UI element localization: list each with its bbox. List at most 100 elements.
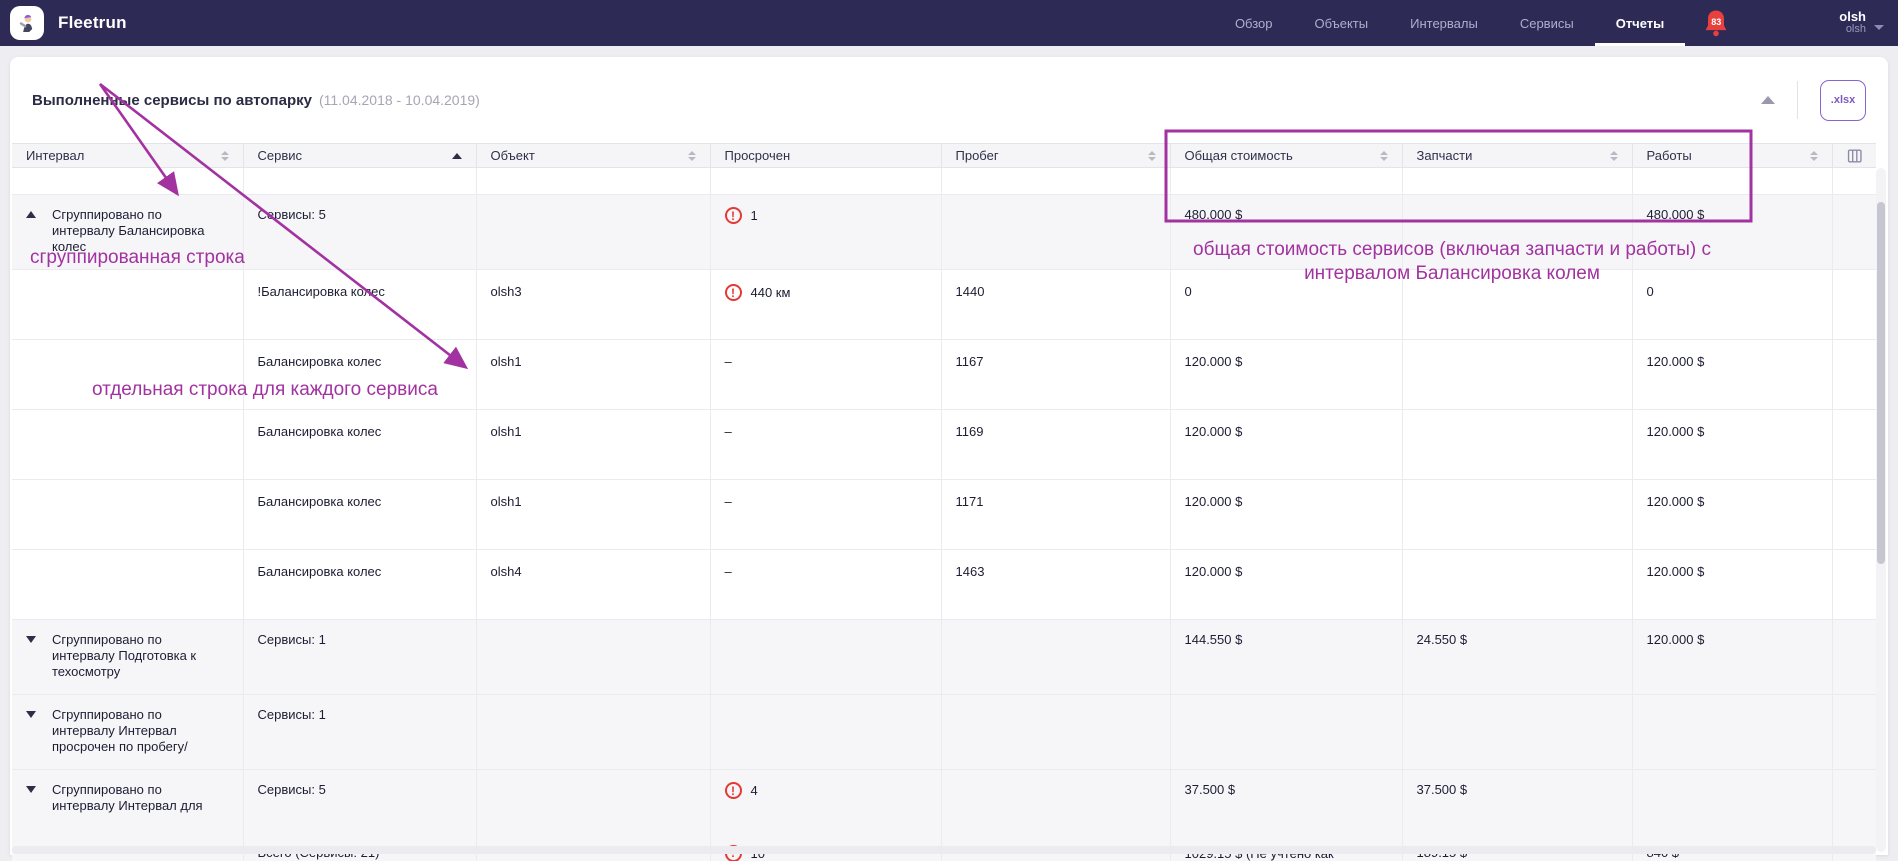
page-title: Выполненные сервисы по автопарку <box>32 92 312 109</box>
nav-item-intervals[interactable]: Интервалы <box>1389 0 1499 46</box>
nav-item-objects[interactable]: Объекты <box>1293 0 1389 46</box>
table-row-partial <box>12 168 1876 195</box>
cell-works: 480.000 $ <box>1632 195 1832 270</box>
group-expand-icon[interactable] <box>26 636 36 643</box>
column-header-parts[interactable]: Запчасти <box>1402 144 1632 168</box>
cell-service: Сервисы: 5 <box>243 770 476 831</box>
group-collapse-icon[interactable] <box>26 211 36 218</box>
table-row-group-техосмотр[interactable]: Сгруппировано по интервалу Подготовка к … <box>12 620 1876 695</box>
table-row-group-balансировка[interactable]: Сгруппировано по интервалу Балансировка … <box>12 195 1876 270</box>
cell-works: 0 <box>1632 270 1832 340</box>
cell-parts <box>1402 410 1632 480</box>
export-xlsx-button[interactable]: .xlsx <box>1820 80 1866 121</box>
cell-overdue: – <box>710 550 941 620</box>
cell-object: olsh1 <box>476 480 710 550</box>
cell-works: 120.000 $ <box>1632 550 1832 620</box>
vertical-scrollbar-thumb[interactable] <box>1877 202 1885 564</box>
cell-service: Сервисы: 1 <box>243 620 476 695</box>
cell-total: 480.000 $ <box>1170 195 1402 270</box>
cell-object: olsh4 <box>476 550 710 620</box>
sort-arrows-icon <box>688 151 696 161</box>
cell-works: 120.000 $ <box>1632 480 1832 550</box>
cell-mileage: 1440 <box>941 270 1170 340</box>
overdue-warning-icon: ! <box>725 207 742 224</box>
column-header-total-cost[interactable]: Общая стоимость <box>1170 144 1402 168</box>
cell-service: !Балансировка колес <box>243 270 476 340</box>
collapse-panel-icon[interactable] <box>1761 96 1775 104</box>
cell-service: Балансировка колес <box>243 410 476 480</box>
brand[interactable]: Fleetrun <box>10 6 127 40</box>
column-header-mileage[interactable]: Пробег <box>941 144 1170 168</box>
nav-item-overview[interactable]: Обзор <box>1214 0 1294 46</box>
table-row-service[interactable]: Балансировка колес olsh1 – 1171 120.000 … <box>12 480 1876 550</box>
group-expand-icon[interactable] <box>26 711 36 718</box>
cell-mileage: 1171 <box>941 480 1170 550</box>
cell-object: olsh1 <box>476 410 710 480</box>
cell-works: 120.000 $ <box>1632 620 1832 695</box>
user-account: olsh <box>1846 23 1866 36</box>
fleetrun-mascot-icon <box>10 6 44 40</box>
header-divider <box>1797 81 1798 119</box>
cell-object <box>476 195 710 270</box>
table-row-service[interactable]: Балансировка колес olsh1 – 1169 120.000 … <box>12 410 1876 480</box>
column-header-works[interactable]: Работы <box>1632 144 1832 168</box>
cell-object: olsh3 <box>476 270 710 340</box>
nav-item-services[interactable]: Сервисы <box>1499 0 1595 46</box>
column-header-object[interactable]: Объект <box>476 144 710 168</box>
cell-total: 37.500 $ <box>1170 770 1402 831</box>
table-header-row: Интервал Сервис Объект Просрочен Пробег … <box>12 144 1876 168</box>
sort-arrows-icon <box>1380 151 1388 161</box>
services-report-table: Интервал Сервис Объект Просрочен Пробег … <box>12 143 1876 861</box>
cell-parts <box>1402 195 1632 270</box>
group-label: Сгруппировано по интервалу Интервал для <box>52 782 210 814</box>
cell-object: olsh1 <box>476 340 710 410</box>
column-header-interval[interactable]: Интервал <box>12 144 243 168</box>
cell-parts <box>1402 550 1632 620</box>
cell-total: 120.000 $ <box>1170 480 1402 550</box>
cell-overdue: !440 км <box>710 270 941 340</box>
vertical-scrollbar <box>1876 168 1886 852</box>
cell-total: 120.000 $ <box>1170 550 1402 620</box>
sort-arrows-icon <box>221 151 229 161</box>
report-date-range: (11.04.2018 - 10.04.2019) <box>319 92 480 108</box>
group-expand-icon[interactable] <box>26 786 36 793</box>
brand-name: Fleetrun <box>58 13 127 33</box>
cell-overdue: – <box>710 410 941 480</box>
table-columns-grid-icon <box>1847 147 1863 165</box>
cell-overdue: – <box>710 340 941 410</box>
user-menu[interactable]: olsh olsh <box>1839 10 1884 36</box>
main-nav: Обзор Объекты Интервалы Сервисы Отчеты <box>1214 0 1685 46</box>
cell-total: 120.000 $ <box>1170 340 1402 410</box>
chevron-down-icon <box>1874 25 1884 30</box>
nav-item-reports[interactable]: Отчеты <box>1595 0 1686 46</box>
sort-asc-icon <box>452 153 462 159</box>
sort-arrows-icon <box>1610 151 1618 161</box>
report-header: Выполненные сервисы по автопарку (11.04.… <box>10 57 1888 143</box>
notification-bell-icon[interactable]: 83 <box>1703 8 1729 38</box>
top-navbar: Fleetrun Обзор Объекты Интервалы Сервисы… <box>0 0 1898 46</box>
table-row-group-интервал-для[interactable]: Сгруппировано по интервалу Интервал для … <box>12 770 1876 831</box>
table-row-service[interactable]: !Балансировка колес olsh3 !440 км 1440 0… <box>12 270 1876 340</box>
user-name: olsh <box>1839 10 1866 23</box>
table-row-service[interactable]: Балансировка колес olsh4 – 1463 120.000 … <box>12 550 1876 620</box>
table-row-group-просрочен[interactable]: Сгруппировано по интервалу Интервал прос… <box>12 695 1876 770</box>
overdue-warning-icon: ! <box>725 782 742 799</box>
cell-service: Балансировка колес <box>243 550 476 620</box>
notification-count-badge: 83 <box>1711 17 1721 27</box>
sort-arrows-icon <box>1810 151 1818 161</box>
cell-total: 0 <box>1170 270 1402 340</box>
horizontal-scrollbar[interactable] <box>12 846 1876 854</box>
group-label: Сгруппировано по интервалу Подготовка к … <box>52 632 210 680</box>
column-settings-cell[interactable] <box>1832 144 1876 168</box>
cell-total: 120.000 $ <box>1170 410 1402 480</box>
cell-overdue: !4 <box>710 770 941 831</box>
cell-parts: 24.550 $ <box>1402 620 1632 695</box>
cell-mileage: 1167 <box>941 340 1170 410</box>
column-header-service[interactable]: Сервис <box>243 144 476 168</box>
cell-overdue: – <box>710 480 941 550</box>
cell-works: 120.000 $ <box>1632 340 1832 410</box>
cell-mileage <box>941 195 1170 270</box>
table-row-service[interactable]: Балансировка колес olsh1 – 1167 120.000 … <box>12 340 1876 410</box>
cell-parts <box>1402 480 1632 550</box>
column-header-overdue[interactable]: Просрочен <box>710 144 941 168</box>
